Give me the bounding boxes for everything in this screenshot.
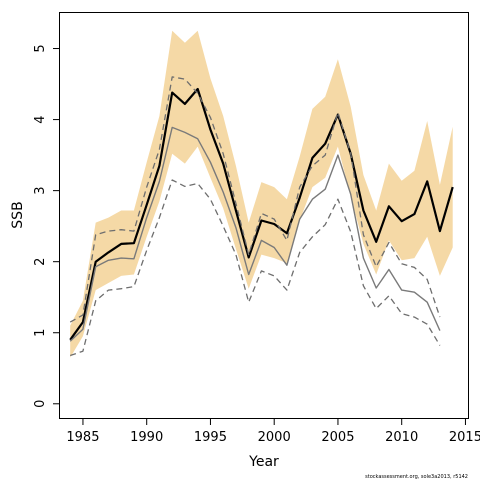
x-tick-label-2005: 2005	[321, 430, 354, 445]
credit-note: stockassessment.org, sole3a2013, r5142	[365, 474, 468, 480]
dashed-line-3	[69, 179, 441, 357]
x-axis-label: Year	[248, 454, 279, 470]
x-tick-label-1990: 1990	[130, 430, 163, 445]
y-tick-label-5: 5	[33, 44, 48, 52]
plot-frame	[59, 12, 469, 419]
x-tick-label-1995: 1995	[194, 430, 227, 445]
y-tick-label-0: 0	[33, 400, 48, 408]
dashed-line-2	[69, 76, 441, 323]
y-tick-label-2: 2	[33, 258, 48, 266]
estimate-line-0	[69, 87, 454, 341]
y-tick-label-3: 3	[33, 186, 48, 194]
x-tick-label-2015: 2015	[449, 430, 480, 445]
x-tick-label-2010: 2010	[385, 430, 418, 445]
y-tick-label-4: 4	[33, 115, 48, 123]
y-tick-label-1: 1	[33, 329, 48, 337]
x-tick-label-2000: 2000	[258, 430, 291, 445]
axes: 1985 1990 1995 2000 2005 2010 2015 0 1 2 3 4 5	[33, 44, 480, 445]
confidence-band	[70, 30, 453, 358]
x-tick-label-1985: 1985	[66, 430, 99, 445]
grey-line-1	[69, 126, 441, 342]
y-axis-label: SSB	[10, 201, 26, 228]
plot-area	[69, 30, 454, 358]
